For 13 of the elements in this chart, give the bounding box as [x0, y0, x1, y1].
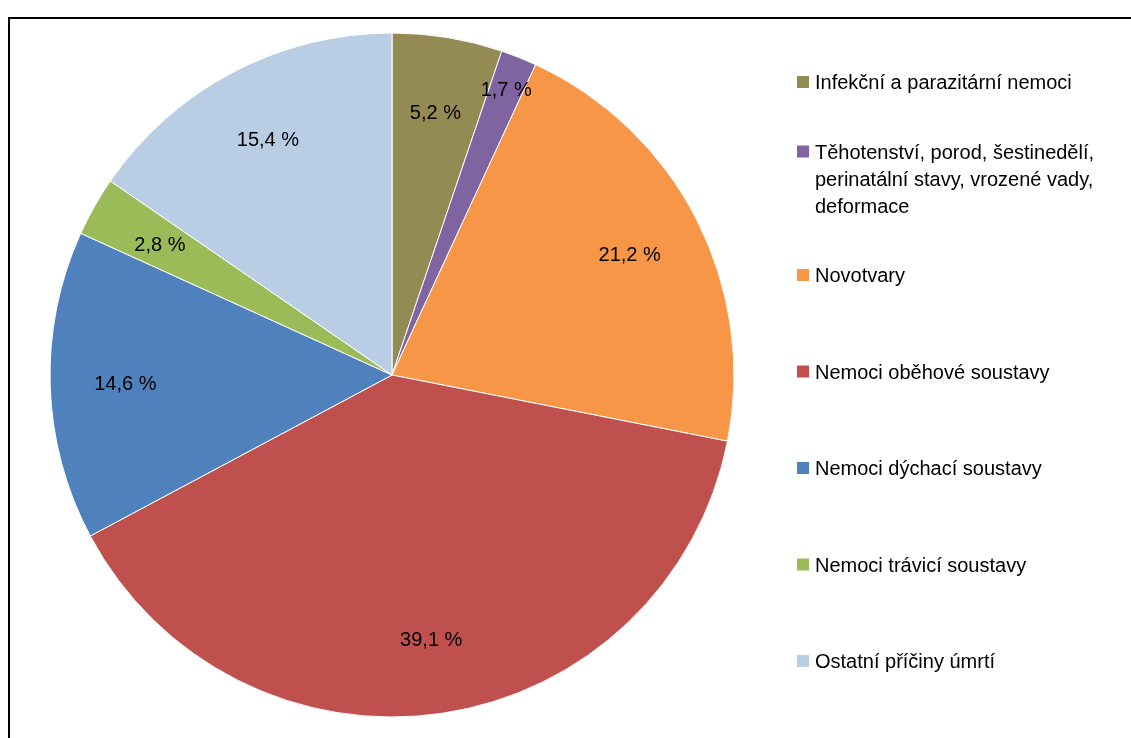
- legend-label: Infekční a parazitární nemoci: [815, 71, 1072, 93]
- legend-label: Nemoci dýchací soustavy: [815, 457, 1042, 479]
- legend-label: Nemoci trávicí soustavy: [815, 553, 1027, 576]
- legend-label: Těhotenství, porod, šestinedělí, perinatální stavy, vrozené vady, deformace: [815, 140, 1095, 217]
- data-label: 21,2 %: [598, 242, 662, 265]
- data-label: 39,1 %: [400, 627, 463, 650]
- data-label: 5,2 %: [409, 100, 462, 123]
- data-label: 14,6 %: [94, 372, 157, 395]
- legend-label: Novotvary: [815, 264, 906, 286]
- data-label: 15,4 %: [236, 127, 300, 150]
- legend-label: Ostatní příčiny úmrtí: [815, 650, 996, 672]
- legend-label: Nemoci oběhové soustavy: [815, 360, 1050, 383]
- data-label: 2,8 %: [134, 232, 186, 255]
